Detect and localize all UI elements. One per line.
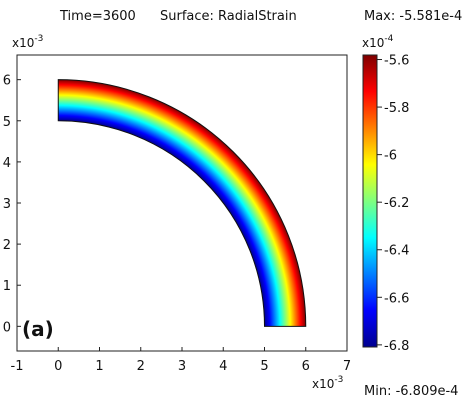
y-tick-label: 3 [3, 197, 11, 212]
y-tick-label: 1 [3, 279, 11, 294]
x-tick-label: 3 [178, 359, 186, 374]
y-tick-label: 5 [3, 115, 11, 130]
quarter-annulus-surface [57, 79, 307, 327]
x-tick-label: 6 [302, 359, 310, 374]
y-tick-label: 2 [3, 238, 11, 253]
colorbar-tick-label: -5.6 [384, 54, 409, 69]
colorbar-ticks: -5.6 -5.8 -6 -6.2 -6.4 -6.6 -6.8 [377, 54, 409, 354]
x-tick-label: 2 [137, 359, 145, 374]
colorbar-tick-label: -5.8 [384, 101, 409, 116]
max-label: Max: -5.581e-4 [364, 9, 462, 24]
surface-label: Surface: RadialStrain [160, 9, 297, 24]
colorbar-tick-label: -6.6 [384, 291, 409, 306]
y-exponent-label: x10-3 [12, 34, 43, 50]
x-tick-label: 5 [260, 359, 268, 374]
time-label: Time=3600 [59, 9, 136, 24]
x-tick-label: 0 [54, 359, 62, 374]
x-tick-label: 1 [95, 359, 103, 374]
colorbar [362, 54, 378, 348]
colorbar-tick-label: -6 [384, 149, 397, 164]
panel-label: (a) [22, 317, 54, 341]
x-axis: -1 0 1 2 3 4 5 6 7 [11, 347, 351, 374]
y-axis: 0 1 2 3 4 5 6 [3, 74, 21, 335]
x-exponent-label: x10-3 [312, 375, 343, 391]
min-label: Min: -6.809e-4 [364, 384, 458, 399]
x-tick-label: 7 [343, 359, 351, 374]
y-tick-label: 4 [3, 156, 11, 171]
colorbar-tick-label: -6.2 [384, 196, 409, 211]
y-tick-label: 0 [3, 320, 11, 335]
x-tick-label: 4 [219, 359, 227, 374]
colorbar-tick-label: -6.4 [384, 244, 409, 259]
colorbar-exponent-label: x10-4 [362, 34, 394, 50]
y-tick-label: 6 [3, 74, 11, 89]
colorbar-tick-label: -6.8 [384, 339, 409, 354]
x-tick-label: -1 [11, 359, 24, 374]
